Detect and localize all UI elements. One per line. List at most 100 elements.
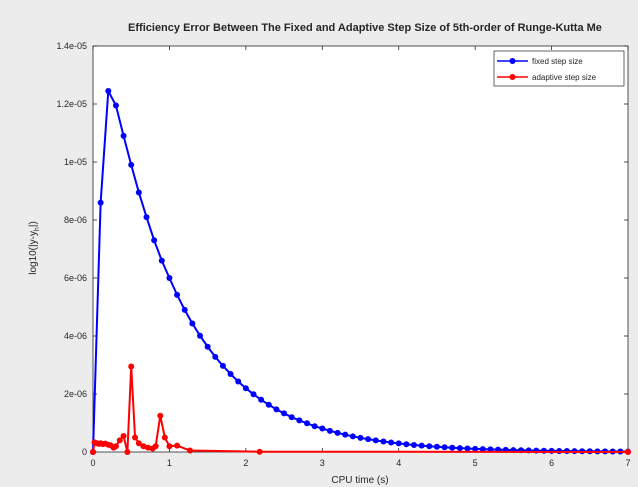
data-point-fixed-step-size [441, 444, 448, 451]
data-point-fixed-step-size [288, 414, 295, 421]
data-point-fixed-step-size [166, 275, 173, 281]
data-point-adaptive-step-size [256, 448, 263, 455]
y-tick-label: 1.4e-05 [56, 41, 87, 51]
data-point-adaptive-step-size [116, 437, 123, 444]
data-point-fixed-step-size [212, 353, 219, 360]
data-point-fixed-step-size [357, 434, 364, 441]
legend-marker-fixed [509, 58, 516, 64]
data-point-adaptive-step-size [128, 363, 135, 370]
data-point-fixed-step-size [219, 362, 226, 369]
data-point-fixed-step-size [395, 440, 402, 447]
data-point-fixed-step-size [281, 410, 288, 417]
data-point-fixed-step-size [334, 429, 341, 436]
data-point-fixed-step-size [380, 438, 387, 445]
data-point-fixed-step-size [365, 436, 372, 443]
data-point-fixed-step-size [158, 257, 165, 264]
data-point-adaptive-step-size [161, 434, 168, 441]
data-point-adaptive-step-size [157, 412, 164, 419]
data-point-adaptive-step-size [174, 442, 181, 449]
data-point-adaptive-step-size [625, 449, 631, 455]
data-point-fixed-step-size [388, 439, 395, 446]
y-tick-label: 2e-06 [64, 389, 87, 399]
x-tick-label: 0 [90, 458, 95, 468]
x-tick-label: 2 [243, 458, 248, 468]
data-point-fixed-step-size [258, 396, 265, 403]
data-point-fixed-step-size [128, 161, 135, 168]
data-point-fixed-step-size [456, 445, 463, 452]
data-point-adaptive-step-size [140, 443, 147, 450]
data-point-fixed-step-size [433, 443, 440, 450]
data-point-fixed-step-size [265, 401, 272, 408]
legend-label-fixed: fixed step size [532, 57, 583, 66]
legend-label-adaptive: adaptive step size [532, 73, 597, 82]
data-point-fixed-step-size [319, 425, 326, 432]
data-point-fixed-step-size [143, 214, 150, 221]
data-point-fixed-step-size [189, 320, 196, 327]
data-point-fixed-step-size [112, 102, 119, 109]
data-point-fixed-step-size [204, 343, 211, 350]
data-point-fixed-step-size [242, 385, 249, 392]
y-tick-label: 1.2e-05 [56, 99, 87, 109]
legend: fixed step size adaptive step size [493, 50, 625, 87]
series-adaptive-step-size [90, 363, 631, 455]
data-point-fixed-step-size [479, 446, 486, 453]
x-tick-label: 4 [396, 458, 401, 468]
data-point-fixed-step-size [250, 391, 257, 398]
x-tick-label: 3 [320, 458, 325, 468]
x-tick-label: 1 [167, 458, 172, 468]
x-tick-label: 7 [625, 458, 630, 468]
data-point-fixed-step-size [311, 423, 318, 430]
data-point-fixed-step-size [411, 441, 417, 448]
data-point-fixed-step-size [273, 406, 280, 413]
y-tick-label: 0 [82, 447, 87, 457]
data-point-fixed-step-size [349, 433, 356, 440]
data-point-fixed-step-size [426, 443, 433, 450]
data-point-fixed-step-size [197, 332, 203, 339]
data-point-adaptive-step-size [112, 443, 119, 450]
x-tick-label: 5 [473, 458, 478, 468]
y-tick-label: 4e-06 [64, 331, 87, 341]
data-point-fixed-step-size [296, 417, 303, 424]
data-point-adaptive-step-size [120, 433, 127, 440]
y-axis-label: log10(|y-yh|) [28, 221, 41, 275]
data-point-fixed-step-size [304, 420, 310, 427]
plot-area [92, 45, 629, 453]
y-axis-label-main: log10(|y-y [28, 231, 39, 275]
data-point-adaptive-step-size [152, 443, 159, 450]
data-point-fixed-step-size [235, 378, 242, 385]
data-point-fixed-step-size [472, 445, 479, 452]
data-point-adaptive-step-size [166, 443, 173, 450]
data-point-adaptive-step-size [124, 449, 131, 455]
x-tick-label: 6 [549, 458, 554, 468]
y-axis-label-end: |) [28, 221, 39, 227]
y-axis-label-subscript: h [34, 227, 41, 231]
x-axis-label: CPU time (s) [331, 475, 388, 486]
legend-box [493, 50, 625, 87]
data-point-adaptive-step-size [90, 449, 96, 455]
data-point-fixed-step-size [464, 445, 471, 452]
y-tick-label: 6e-06 [64, 273, 87, 283]
data-point-fixed-step-size [372, 437, 379, 444]
data-point-fixed-step-size [105, 87, 112, 94]
data-point-adaptive-step-size [145, 444, 152, 451]
series-layer [90, 87, 631, 455]
data-point-fixed-step-size [227, 370, 234, 377]
data-point-adaptive-step-size [187, 447, 194, 454]
data-point-fixed-step-size [181, 306, 188, 313]
y-tick-label: 8e-06 [64, 215, 87, 225]
chart-title: Efficiency Error Between The Fixed and A… [128, 22, 602, 34]
data-point-fixed-step-size [403, 441, 410, 448]
data-point-fixed-step-size [120, 132, 127, 139]
y-tick-label: 1e-05 [64, 157, 87, 167]
data-point-fixed-step-size [326, 427, 333, 434]
data-point-fixed-step-size [174, 291, 181, 298]
data-point-fixed-step-size [418, 442, 425, 449]
data-point-fixed-step-size [135, 189, 142, 196]
legend-marker-adaptive [509, 74, 516, 80]
data-point-fixed-step-size [342, 431, 349, 438]
data-point-adaptive-step-size [135, 440, 142, 447]
data-point-adaptive-step-size [132, 434, 139, 441]
data-point-fixed-step-size [449, 444, 456, 451]
data-point-fixed-step-size [151, 237, 158, 244]
